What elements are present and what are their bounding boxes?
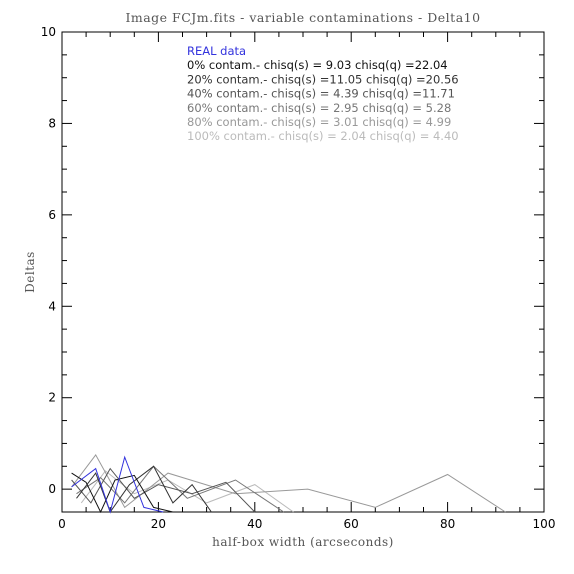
x-axis-label: half-box width (arcseconds) bbox=[212, 535, 394, 549]
legend-entry: 60% contam.- chisq(s) = 2.95 chisq(q) = … bbox=[187, 101, 451, 115]
legend-entry: 80% contam.- chisq(s) = 3.01 chisq(q) = … bbox=[187, 115, 451, 129]
legend-entry: 100% contam.- chisq(s) = 2.04 chisq(q) =… bbox=[187, 129, 459, 143]
y-tick-label: 10 bbox=[41, 25, 56, 39]
series-line bbox=[71, 453, 506, 513]
x-tick-label: 0 bbox=[58, 517, 66, 531]
x-tick-label: 20 bbox=[151, 517, 166, 531]
series-lines bbox=[71, 453, 506, 514]
y-tick-label: 6 bbox=[48, 208, 56, 222]
legend-entry: 20% contam.- chisq(s) =11.05 chisq(q) =2… bbox=[187, 72, 459, 86]
y-tick-label: 8 bbox=[48, 116, 56, 130]
x-tick-label: 60 bbox=[344, 517, 359, 531]
legend-entry: 0% contam.- chisq(s) = 9.03 chisq(q) =22… bbox=[187, 58, 448, 72]
x-tick-label: 80 bbox=[440, 517, 455, 531]
series-line bbox=[71, 467, 256, 513]
y-tick-label: 2 bbox=[48, 391, 56, 405]
legend-entry: REAL data bbox=[187, 44, 246, 58]
series-line bbox=[71, 472, 174, 514]
series-line bbox=[71, 455, 164, 514]
x-tick-label: 40 bbox=[247, 517, 262, 531]
series-line bbox=[76, 465, 212, 514]
y-tick-label: 0 bbox=[48, 482, 56, 496]
y-axis-label: Deltas bbox=[23, 251, 37, 293]
chart-title: Image FCJm.fits - variable contamination… bbox=[125, 10, 480, 25]
legend-entry: 40% contam.- chisq(s) = 4.39 chisq(q) =1… bbox=[187, 87, 455, 101]
y-tick-labels: 0 2 4 6 8 10 bbox=[41, 25, 56, 496]
y-tick-label: 4 bbox=[48, 299, 56, 313]
x-tick-labels: 0 20 40 60 80 100 bbox=[58, 517, 555, 531]
x-tick-label: 100 bbox=[533, 517, 556, 531]
axis-ticks bbox=[61, 31, 545, 512]
